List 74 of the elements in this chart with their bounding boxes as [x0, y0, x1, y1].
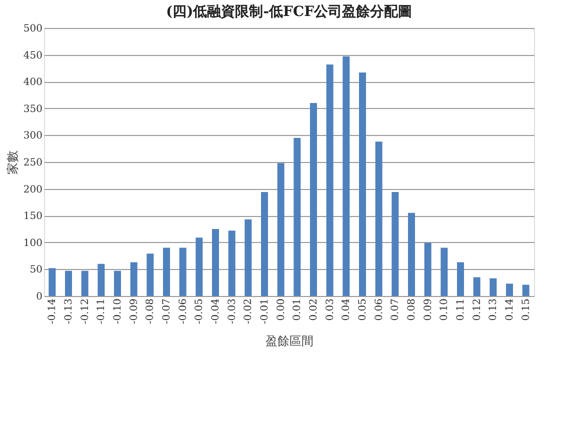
bar — [114, 270, 121, 296]
x-axis-title: 盈餘區間 — [266, 334, 314, 348]
y-tick-label: 400 — [23, 77, 42, 88]
bar — [179, 248, 186, 296]
y-tick-label: 250 — [23, 158, 42, 168]
x-tick-label: -0.14 — [47, 298, 58, 324]
bar — [408, 212, 415, 296]
x-tick-label: -0.11 — [96, 298, 108, 324]
y-tick-label: 350 — [23, 104, 42, 115]
bar — [130, 262, 138, 296]
y-tick-label: 500 — [23, 24, 42, 34]
x-tick-label: 0.08 — [406, 298, 418, 321]
x-tick-label: 0.05 — [358, 298, 368, 321]
y-tick-label: 100 — [23, 238, 42, 249]
x-tick-label: 0.11 — [456, 298, 466, 321]
y-tick-label: 200 — [23, 184, 42, 196]
y-tick-label: 150 — [23, 211, 42, 222]
bar — [457, 262, 464, 296]
bar — [522, 284, 530, 296]
bar — [424, 242, 432, 296]
x-tick-label: -0.07 — [162, 298, 172, 324]
x-tick-label: -0.02 — [243, 298, 254, 324]
bar — [294, 138, 301, 296]
chart-title: (四)低融資限制-低FCF公司盈餘分配圖 — [166, 4, 412, 20]
x-tick-label: -0.09 — [128, 298, 140, 324]
x-tick-label: -0.03 — [226, 298, 238, 324]
x-tick-label: 0.00 — [276, 298, 287, 321]
y-axis-title: 家數 — [5, 150, 20, 174]
x-tick-label: 0.15 — [520, 298, 532, 321]
bar — [310, 103, 317, 296]
bar — [490, 278, 497, 296]
x-tick-label: 0.02 — [308, 298, 320, 321]
y-tick-label: 0 — [36, 292, 42, 302]
x-tick-label: 0.06 — [374, 298, 385, 321]
x-tick-label: -0.05 — [194, 298, 206, 324]
x-tick-label: -0.01 — [260, 298, 270, 324]
bar — [375, 142, 382, 296]
bar — [48, 268, 56, 296]
bar — [163, 248, 170, 296]
y-tick-label: 50 — [30, 264, 42, 276]
x-tick-label: -0.12 — [80, 298, 91, 324]
bar — [440, 248, 448, 296]
x-tick-label: 0.03 — [324, 298, 336, 321]
bar — [342, 56, 350, 296]
bar — [244, 219, 252, 296]
y-tick-label: 300 — [23, 130, 42, 142]
y-tick-label: 450 — [23, 50, 42, 62]
bar — [392, 192, 399, 296]
x-tick-label: 0.13 — [488, 298, 500, 321]
bar — [196, 238, 203, 296]
bar — [228, 230, 236, 296]
bar — [326, 64, 334, 296]
bar — [359, 72, 366, 296]
x-tick-label: -0.10 — [112, 298, 124, 324]
x-tick-label: 0.09 — [422, 298, 434, 321]
bar — [98, 264, 105, 296]
bar — [146, 254, 154, 296]
x-tick-label: -0.04 — [210, 298, 222, 324]
x-tick-label: 0.14 — [504, 298, 516, 321]
x-tick-label: 0.01 — [292, 298, 304, 321]
bar — [277, 163, 284, 296]
bar — [212, 229, 219, 296]
bar — [81, 270, 88, 296]
x-tick-label: 0.04 — [341, 298, 352, 321]
x-tick-label: -0.06 — [178, 298, 189, 324]
bar — [261, 192, 268, 296]
bar — [473, 277, 480, 296]
x-tick-label: 0.07 — [390, 298, 402, 321]
x-tick-label: -0.13 — [64, 298, 74, 324]
bar — [65, 270, 72, 296]
x-tick-label: 0.10 — [439, 298, 450, 321]
x-tick-label: -0.08 — [145, 298, 156, 324]
x-tick-label: 0.12 — [472, 298, 483, 321]
bar — [506, 284, 513, 296]
